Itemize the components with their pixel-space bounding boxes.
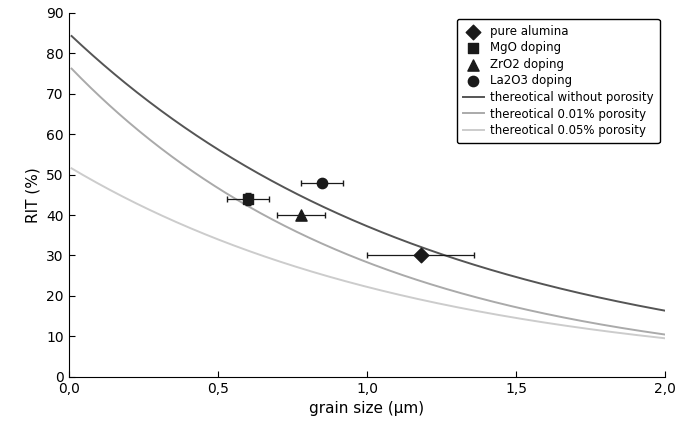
thereotical 0.01% porosity [67,66,75,71]
MgO doping [242,195,253,202]
thereotical 0.05% porosity [554,322,563,327]
thereotical 0.05% porosity [421,298,429,303]
pure alumina [415,252,426,259]
thereotical without porosity [647,306,655,311]
thereotical without porosity [554,285,563,291]
thereotical 0.05% porosity [661,336,670,341]
thereotical 0.01% porosity [349,254,357,259]
Line: thereotical without porosity: thereotical without porosity [71,36,665,311]
thereotical 0.01% porosity [389,269,397,275]
thereotical without porosity [421,246,429,251]
Line: thereotical 0.05% porosity: thereotical 0.05% porosity [71,168,665,338]
thereotical 0.05% porosity [349,281,357,286]
thereotical 0.01% porosity [353,256,362,261]
Y-axis label: RIT (%): RIT (%) [25,167,40,223]
thereotical 0.05% porosity [67,166,75,171]
X-axis label: grain size (μm): grain size (μm) [309,401,425,416]
La2O3 doping [317,179,328,186]
thereotical 0.01% porosity [647,330,655,335]
thereotical 0.05% porosity [353,282,362,287]
thereotical without porosity [353,220,362,225]
thereotical without porosity [67,33,75,39]
thereotical without porosity [389,234,397,239]
thereotical without porosity [661,308,670,313]
ZrO2 doping [296,212,307,219]
thereotical 0.01% porosity [421,280,429,285]
thereotical 0.05% porosity [389,291,397,296]
Legend: pure alumina, MgO doping, ZrO2 doping, La2O3 doping, thereotical without porosit: pure alumina, MgO doping, ZrO2 doping, L… [457,19,659,143]
thereotical 0.01% porosity [661,332,670,337]
thereotical 0.01% porosity [554,314,563,319]
thereotical 0.05% porosity [647,334,655,339]
thereotical without porosity [349,218,357,223]
Line: thereotical 0.01% porosity: thereotical 0.01% porosity [71,68,665,335]
